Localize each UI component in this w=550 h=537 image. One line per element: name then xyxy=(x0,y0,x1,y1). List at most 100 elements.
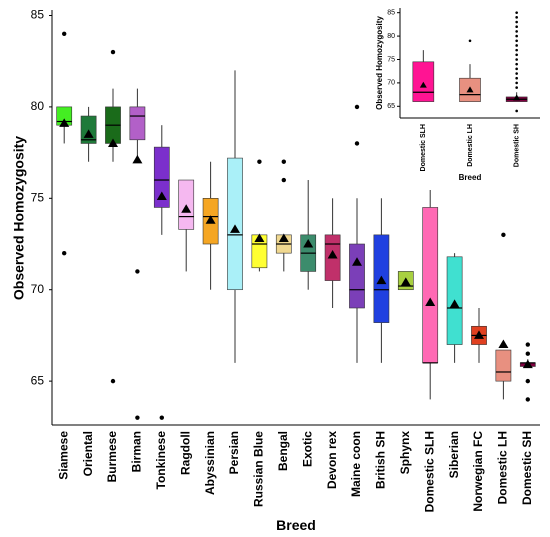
outlier xyxy=(525,351,530,356)
y-tick-label: 75 xyxy=(387,56,395,63)
x-tick-label: Ragdoll xyxy=(178,431,192,475)
box xyxy=(422,207,439,364)
outlier xyxy=(515,58,518,61)
y-tick-label: 70 xyxy=(31,282,45,296)
y-tick-label: 75 xyxy=(31,190,45,204)
outlier xyxy=(515,20,518,24)
x-tick-label: Bengal xyxy=(276,431,290,471)
outlier xyxy=(468,39,472,43)
y-tick-label: 80 xyxy=(31,99,45,113)
x-tick-label: Maine coon xyxy=(349,431,363,497)
outlier xyxy=(515,81,518,85)
x-tick-label: Domestic SH xyxy=(520,431,534,505)
x-tick-label: Domestic SH xyxy=(514,124,521,167)
x-axis-label: Breed xyxy=(276,517,316,533)
outlier xyxy=(61,250,67,256)
outlier xyxy=(515,53,518,57)
mean-marker xyxy=(419,81,427,88)
outlier xyxy=(515,44,518,47)
outlier xyxy=(281,177,286,183)
mean-marker xyxy=(352,257,362,266)
outlier xyxy=(61,31,67,36)
x-tick-label: Persian xyxy=(227,431,241,474)
outlier xyxy=(515,34,518,38)
mean-marker xyxy=(327,249,338,259)
y-tick-label: 85 xyxy=(31,8,45,22)
x-tick-label: Domestic SLH xyxy=(420,124,427,171)
outlier xyxy=(515,86,518,89)
mean-marker xyxy=(230,224,240,233)
box xyxy=(349,243,365,309)
mean-marker xyxy=(156,191,167,200)
mean-marker xyxy=(278,233,289,243)
x-tick-label: Abyssinian xyxy=(203,431,217,495)
mean-marker xyxy=(425,297,436,307)
x-tick-label: Siamese xyxy=(56,431,70,480)
mean-marker xyxy=(449,299,460,308)
outlier xyxy=(135,415,140,420)
mean-marker xyxy=(181,204,192,213)
mean-marker xyxy=(400,277,411,286)
x-tick-label: Domestic LH xyxy=(467,124,474,167)
x-tick-label: Burmese xyxy=(105,431,119,483)
mean-marker xyxy=(466,86,474,93)
mean-marker xyxy=(376,275,387,285)
x-tick-label: Oriental xyxy=(81,431,95,476)
outlier xyxy=(515,109,518,113)
mean-marker xyxy=(205,215,216,224)
outlier xyxy=(515,76,518,80)
mean-marker xyxy=(522,359,533,369)
mean-marker xyxy=(254,233,265,243)
x-tick-label: British SH xyxy=(374,431,388,489)
box xyxy=(495,349,512,382)
outlier xyxy=(525,342,530,347)
outlier xyxy=(515,72,518,75)
x-tick-label: Siberian xyxy=(447,431,461,478)
outlier xyxy=(515,48,518,52)
outlier xyxy=(515,30,518,33)
mean-marker xyxy=(108,138,118,147)
outlier xyxy=(525,378,530,384)
outlier xyxy=(354,141,360,146)
outlier xyxy=(515,16,518,19)
box xyxy=(129,106,146,141)
x-tick-label: Tonkinese xyxy=(154,431,168,490)
mean-marker xyxy=(132,154,143,164)
x-tick-label: Domestic SLH xyxy=(422,431,436,512)
outlier xyxy=(159,415,164,420)
outlier xyxy=(135,269,140,274)
box xyxy=(412,61,435,102)
box xyxy=(153,146,170,208)
y-axis-label: Observed Homozygosity xyxy=(11,136,27,300)
mean-marker xyxy=(59,118,70,127)
outlier xyxy=(501,232,506,238)
mean-marker xyxy=(513,94,521,101)
outlier xyxy=(110,378,116,384)
y-tick-label: 70 xyxy=(387,80,395,87)
outlier xyxy=(281,159,286,164)
x-tick-label: Domestic LH xyxy=(496,431,510,504)
y-tick-label: 65 xyxy=(31,373,45,387)
outlier xyxy=(354,104,360,110)
mean-marker xyxy=(83,129,94,138)
outlier xyxy=(515,11,518,14)
x-tick-label: Russian Blue xyxy=(252,431,266,507)
x-axis-label: Breed xyxy=(459,173,482,182)
box xyxy=(227,157,243,291)
outlier xyxy=(515,39,518,43)
mean-marker xyxy=(303,239,314,248)
x-tick-label: Birman xyxy=(130,431,144,472)
y-tick-label: 65 xyxy=(387,103,395,110)
y-axis-label: Observed Homozygosity xyxy=(375,16,384,110)
mean-marker xyxy=(474,330,484,339)
mean-marker xyxy=(498,339,509,349)
x-tick-label: Devon rex xyxy=(325,431,339,489)
outlier xyxy=(257,159,262,164)
x-tick-label: Sphynx xyxy=(398,431,412,475)
y-tick-label: 85 xyxy=(387,10,395,17)
outlier xyxy=(525,397,530,402)
x-tick-label: Exotic xyxy=(300,431,314,467)
y-tick-label: 80 xyxy=(387,33,395,40)
x-tick-label: Norwegian FC xyxy=(471,431,485,512)
outlier xyxy=(515,62,518,66)
